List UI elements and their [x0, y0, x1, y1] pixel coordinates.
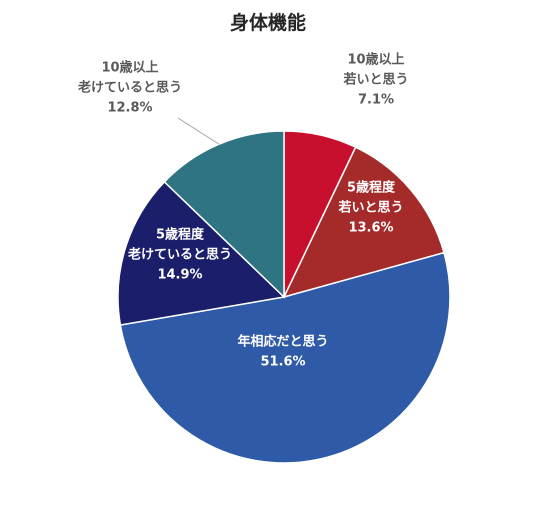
slice-category-label: 5歳程度	[347, 180, 396, 196]
slice-category-label: 老けていると思う	[127, 247, 232, 263]
slice-category-label: 年相応だと思う	[237, 334, 328, 350]
slice-value-label: 12.8%	[107, 101, 152, 116]
chart-title: 身体機能	[229, 12, 306, 34]
pie-slice-5	[163, 130, 285, 299]
slice-value-label: 7.1%	[358, 93, 394, 108]
slice-category-label: 若いと思う	[342, 72, 408, 88]
slice-category-label: 老けていると思う	[77, 80, 182, 96]
slice-category-label: 若いと思う	[337, 200, 403, 216]
slice-category-label: 5歳程度	[156, 227, 205, 243]
slice-value-label: 13.6%	[348, 221, 393, 236]
pie-slice-3	[119, 251, 451, 464]
slice-category-label: 10歳以上	[347, 52, 404, 68]
slice-label-3: 年相応だと思う 51.6%	[237, 334, 328, 370]
slice-category-label: 10歳以上	[101, 60, 158, 76]
pie-slice-2	[282, 146, 445, 299]
slice-value-label: 51.6%	[260, 355, 305, 370]
leader-line	[177, 117, 220, 145]
pie-slice-4	[117, 180, 286, 326]
slice-value-label: 14.9%	[157, 268, 202, 283]
